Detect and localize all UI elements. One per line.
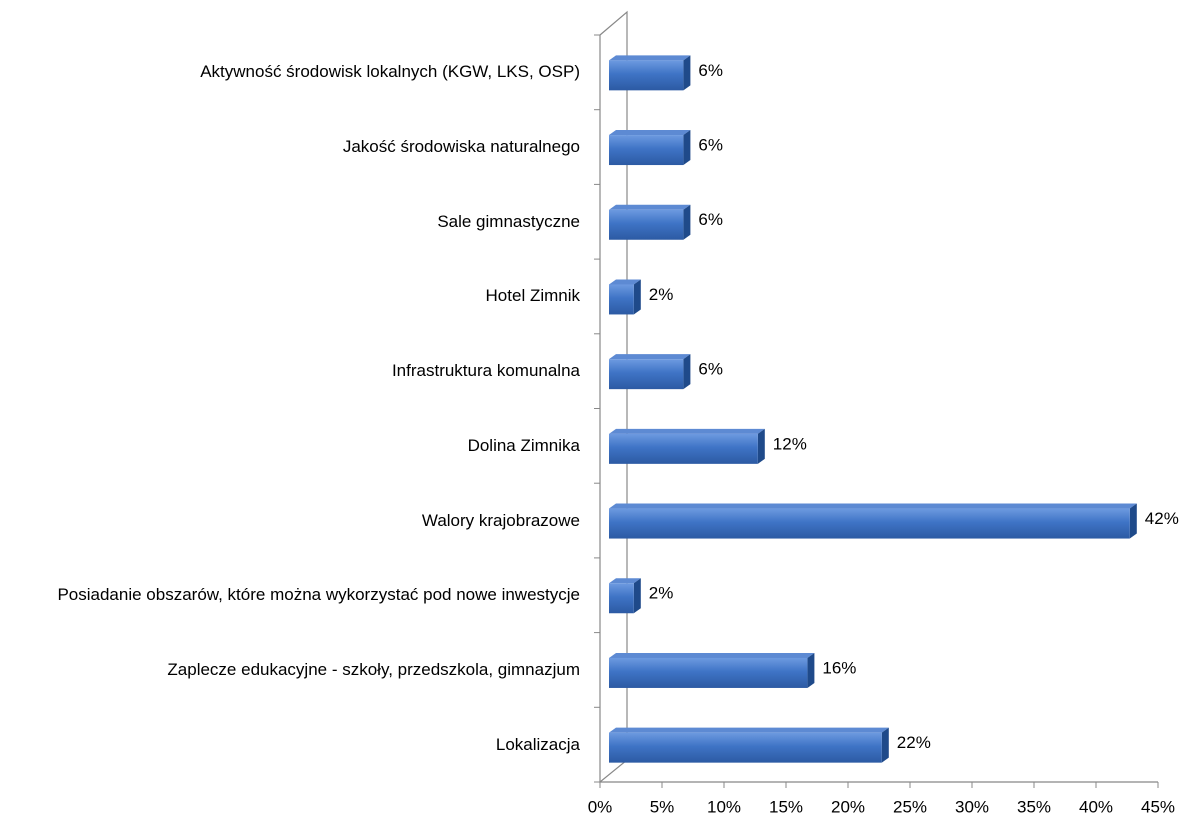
category-label: Dolina Zimnika: [467, 435, 580, 455]
bar: [609, 652, 815, 688]
value-label: 6%: [698, 136, 723, 155]
x-tick-label: 10%: [707, 797, 741, 816]
x-tick-label: 15%: [769, 797, 803, 816]
x-tick-label: 30%: [955, 797, 989, 816]
value-label: 6%: [698, 210, 723, 229]
category-label: Jakość środowiska naturalnego: [342, 137, 580, 157]
value-label: 42%: [1145, 509, 1179, 528]
category-label: Lokalizacja: [495, 734, 580, 754]
category-label: Hotel Zimnik: [485, 286, 580, 306]
bar: [609, 503, 1137, 539]
bar: [609, 727, 889, 763]
value-label: 22%: [897, 733, 931, 752]
category-label: Aktywność środowisk lokalnych (KGW, LKS,…: [200, 62, 580, 82]
x-tick-label: 35%: [1017, 797, 1051, 816]
value-label: 2%: [649, 584, 674, 603]
value-label: 16%: [822, 658, 856, 677]
bar: [609, 354, 691, 390]
category-label: Walory krajobrazowe: [421, 510, 580, 530]
bar: [609, 55, 691, 91]
bar: [609, 428, 765, 464]
x-tick-label: 20%: [831, 797, 865, 816]
x-tick-label: 40%: [1079, 797, 1113, 816]
category-label: Posiadanie obszarów, które można wykorzy…: [57, 585, 580, 605]
value-label: 6%: [698, 360, 723, 379]
x-tick-label: 5%: [650, 797, 675, 816]
value-label: 2%: [649, 285, 674, 304]
value-label: 6%: [698, 61, 723, 80]
bar: [609, 279, 641, 315]
category-label: Infrastruktura komunalna: [391, 361, 580, 381]
value-label: 12%: [773, 434, 807, 453]
bar: [609, 578, 641, 614]
bar: [609, 130, 691, 166]
category-label: Zaplecze edukacyjne - szkoły, przedszkol…: [167, 659, 580, 679]
x-tick-label: 25%: [893, 797, 927, 816]
x-tick-label: 45%: [1141, 797, 1175, 816]
bar: [609, 204, 691, 240]
category-label: Sale gimnastyczne: [437, 211, 580, 231]
x-tick-label: 0%: [588, 797, 613, 816]
